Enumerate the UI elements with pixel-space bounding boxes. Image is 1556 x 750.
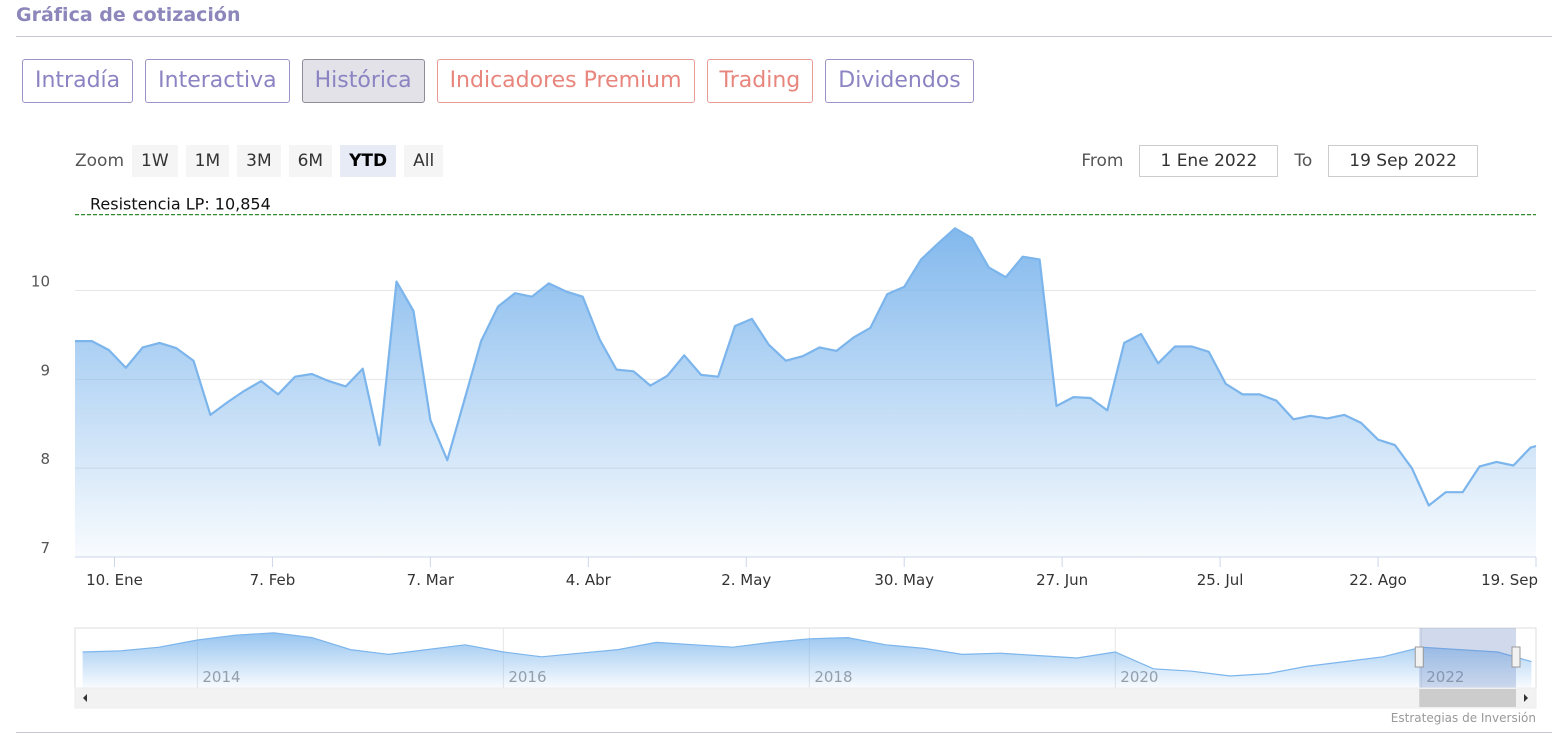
scrollbar-thumb[interactable] bbox=[1419, 689, 1516, 707]
y-tick-label: 10 bbox=[31, 272, 50, 290]
area-fill bbox=[75, 228, 1536, 558]
tab-button[interactable]: Dividendos bbox=[825, 59, 974, 103]
x-tick-label: 7. Mar bbox=[407, 571, 455, 589]
x-tick-label: 30. May bbox=[874, 571, 934, 589]
credit: Estrategias de Inversión bbox=[1390, 711, 1536, 725]
date-range: From 1 Ene 2022 To 19 Sep 2022 bbox=[1081, 145, 1478, 177]
navigator-handle[interactable] bbox=[1511, 646, 1521, 668]
to-input[interactable]: 19 Sep 2022 bbox=[1328, 145, 1478, 177]
x-tick-label: 19. Sep bbox=[1481, 571, 1538, 589]
from-label: From bbox=[1081, 151, 1124, 171]
zoom-button[interactable]: 6M bbox=[288, 145, 333, 177]
zoom-button[interactable]: 1W bbox=[132, 145, 178, 177]
zoom-label: Zoom bbox=[75, 151, 125, 171]
navigator-handle[interactable] bbox=[1414, 646, 1424, 668]
navigator-selection bbox=[1419, 628, 1516, 688]
x-tick-label: 27. Jun bbox=[1036, 571, 1088, 589]
x-tick-label: 25. Jul bbox=[1197, 571, 1244, 589]
to-label: To bbox=[1294, 151, 1313, 171]
zoom-bar: Zoom 1W 1M 3M 6M YTD All bbox=[75, 145, 444, 177]
navigator-line bbox=[82, 632, 1532, 677]
navigator-area bbox=[82, 632, 1532, 688]
page-title: Gráfica de cotización bbox=[16, 4, 241, 26]
tab-button[interactable]: Trading bbox=[706, 59, 814, 103]
tab-button[interactable]: Intradía bbox=[22, 59, 134, 103]
tab-button[interactable]: Indicadores Premium bbox=[436, 59, 695, 103]
zoom-button[interactable]: 1M bbox=[185, 145, 230, 177]
price-line bbox=[75, 227, 1537, 507]
x-tick-label: 4. Abr bbox=[566, 571, 612, 589]
scrollbar-track bbox=[74, 687, 1537, 709]
y-tick-label: 9 bbox=[40, 361, 50, 379]
y-tick-label: 7 bbox=[40, 539, 50, 557]
y-tick-label: 8 bbox=[40, 450, 50, 468]
divider bbox=[16, 732, 1552, 733]
zoom-button[interactable]: 3M bbox=[237, 145, 281, 177]
annotation: Resistencia LP: 10,854 bbox=[90, 195, 271, 214]
x-tick-label: 22. Ago bbox=[1349, 571, 1407, 589]
tab-button[interactable]: Interactiva bbox=[145, 59, 290, 103]
x-tick-label: 7. Feb bbox=[250, 571, 296, 589]
zoom-button[interactable]: YTD bbox=[340, 145, 397, 177]
tab-button[interactable]: Histórica bbox=[301, 59, 425, 103]
divider bbox=[16, 36, 1552, 37]
tab-bar: Intradía Interactiva Histórica Indicadores … bbox=[22, 59, 974, 103]
x-tick-label: 10. Ene bbox=[86, 571, 143, 589]
zoom-button[interactable]: All bbox=[404, 145, 444, 177]
scroll-left bbox=[83, 694, 87, 702]
x-tick-label: 2. May bbox=[721, 571, 771, 589]
from-input[interactable]: 1 Ene 2022 bbox=[1139, 145, 1279, 177]
scroll-right bbox=[1524, 694, 1528, 702]
